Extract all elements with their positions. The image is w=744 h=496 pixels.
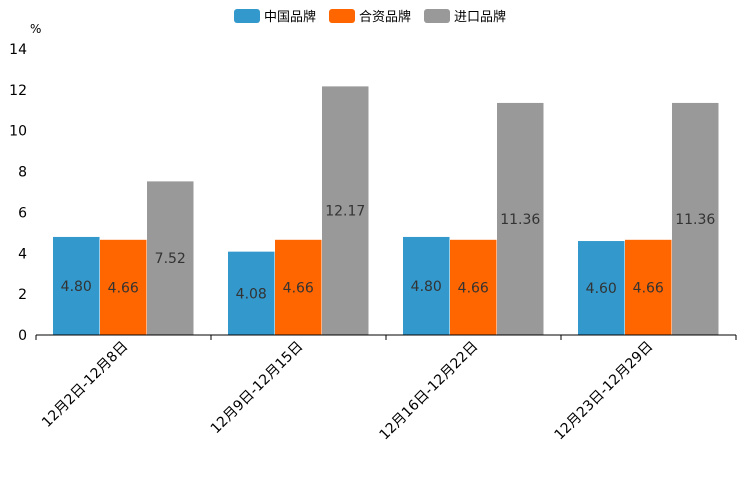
y-tick-label: 0 bbox=[18, 328, 27, 344]
data-label-jv-brand: 4.66 bbox=[283, 280, 314, 296]
data-label-jv-brand: 4.66 bbox=[108, 280, 139, 296]
bar-china-brand[interactable] bbox=[578, 241, 625, 335]
data-label-china-brand: 4.80 bbox=[61, 279, 92, 295]
legend-swatch-import-brand bbox=[424, 9, 450, 23]
bar-import-brand[interactable] bbox=[322, 86, 369, 336]
y-tick-label: 12 bbox=[9, 83, 27, 99]
legend-item-jv-brand[interactable]: 合资品牌 bbox=[329, 9, 411, 25]
x-axis-ticks bbox=[35, 335, 737, 340]
bar-jv-brand[interactable] bbox=[625, 239, 672, 335]
data-label-china-brand: 4.80 bbox=[411, 279, 442, 295]
y-tick-label: 10 bbox=[9, 124, 27, 140]
data-label-china-brand: 4.60 bbox=[586, 281, 617, 297]
x-category-label: 12月23日-12月29日 bbox=[551, 339, 656, 444]
legend-label-jv-brand: 合资品牌 bbox=[359, 9, 411, 25]
x-category-label: 12月16日-12月22日 bbox=[376, 339, 481, 444]
data-label-jv-brand: 4.66 bbox=[458, 280, 489, 296]
x-axis-labels: 12月2日-12月8日 12月9日-12月15日 12月16日-12月22日 12月2… bbox=[39, 339, 656, 444]
data-label-import-brand: 11.36 bbox=[500, 212, 540, 228]
data-label-import-brand: 12.17 bbox=[325, 204, 365, 220]
legend-swatch-jv-brand bbox=[329, 9, 355, 23]
y-tick-label: 14 bbox=[9, 42, 27, 58]
data-label-import-brand: 11.36 bbox=[675, 212, 715, 228]
legend-swatch-china-brand bbox=[234, 9, 260, 23]
bar-import-brand[interactable] bbox=[672, 102, 719, 335]
bar-jv-brand[interactable] bbox=[100, 239, 147, 335]
legend-item-china-brand[interactable]: 中国品牌 bbox=[234, 9, 316, 25]
bar-jv-brand[interactable] bbox=[275, 239, 322, 335]
y-axis-ticks: 0 2 4 6 8 10 12 14 bbox=[9, 42, 27, 344]
x-category-label: 12月9日-12月15日 bbox=[208, 339, 307, 438]
x-category-label: 12月2日-12月8日 bbox=[39, 339, 131, 431]
y-tick-label: 8 bbox=[18, 165, 27, 181]
data-label-import-brand: 7.52 bbox=[155, 251, 186, 267]
y-tick-label: 4 bbox=[18, 246, 27, 262]
legend: 中国品牌 合资品牌 进口品牌 bbox=[234, 9, 506, 25]
data-labels: 4.80 4.66 7.52 4.08 4.66 12.17 4.80 4.66 11.36 4.… bbox=[61, 204, 716, 303]
bar-china-brand[interactable] bbox=[228, 251, 275, 335]
data-label-china-brand: 4.08 bbox=[236, 286, 267, 302]
bars bbox=[53, 86, 719, 336]
bar-jv-brand[interactable] bbox=[450, 239, 497, 335]
y-tick-label: 2 bbox=[18, 287, 27, 303]
legend-item-import-brand[interactable]: 进口品牌 bbox=[424, 9, 506, 25]
bar-china-brand[interactable] bbox=[53, 236, 100, 335]
bar-import-brand[interactable] bbox=[497, 102, 544, 335]
legend-label-china-brand: 中国品牌 bbox=[264, 9, 316, 25]
bar-china-brand[interactable] bbox=[403, 236, 450, 335]
legend-label-import-brand: 进口品牌 bbox=[454, 9, 506, 25]
data-label-jv-brand: 4.66 bbox=[633, 280, 664, 296]
y-axis-unit: % bbox=[30, 22, 41, 36]
y-tick-label: 6 bbox=[18, 205, 27, 221]
bar-import-brand[interactable] bbox=[147, 181, 194, 335]
